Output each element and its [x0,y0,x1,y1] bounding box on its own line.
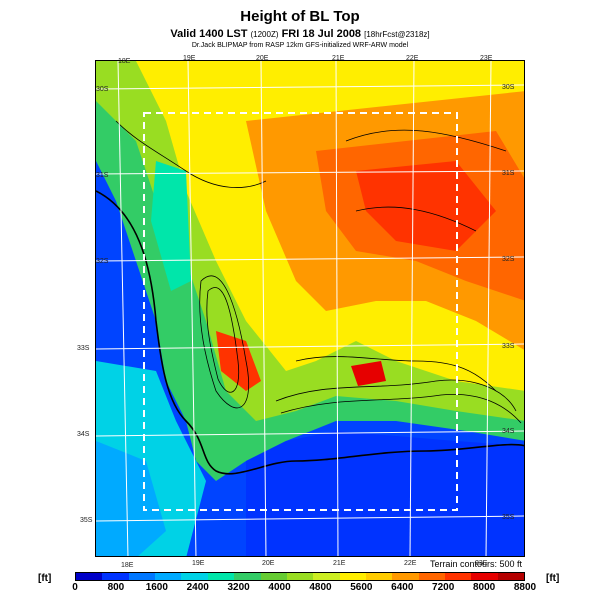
lat-right-label: 31S [502,170,515,177]
colorbar-tick-label: 6400 [391,582,414,593]
lon-top-label: 23E [480,55,493,62]
lat-right-label: 30S [502,84,515,91]
colorbar-swatch [128,573,156,580]
colorbar-swatch [181,573,208,580]
forecast-date: FRI 18 Jul 2008 [281,28,362,40]
ocean-south [246,431,524,556]
colorbar-swatch [471,573,498,580]
ocean-shelf-west-deep [96,441,166,556]
colorbar-swatch [392,573,419,580]
colorbar-swatch [313,573,340,580]
colorbar-labels: 0 800 1600 2400 3200 4000 4800 5600 6400 7200 8000… [72,582,536,596]
colorbar-tick-label: 3200 [227,582,250,593]
lon-top-label: 22E [406,55,419,62]
map-title: Height of BL Top [240,8,360,25]
lon-top-label: 19E [183,55,196,62]
colorbar-swatch [155,573,182,580]
lon-top-label: 18E [118,58,131,65]
colorbar-swatch [339,573,366,580]
lat-left-label: 33S [77,345,90,352]
lon-bottom-label: 22E [404,560,417,567]
utc-time: (1200Z) [250,30,279,39]
terrain-contours [115,120,522,424]
colorbar-tick-label: 800 [107,582,125,593]
colorbar [75,572,525,581]
lat-left-label: 30S [96,86,109,93]
terrain-contour-note: Terrain contours: 500 ft [429,559,522,569]
colorbar-swatch [497,573,525,580]
lat-right-label: 35S [502,514,515,521]
hot-spot-south [351,361,386,386]
colorbar-swatch [418,573,446,580]
hot-spot-west [216,331,261,391]
colorbar-swatch [286,573,314,580]
colorbar-swatch [76,573,103,580]
lat-right-label: 32S [502,256,515,263]
lat-right-label: 33S [502,343,515,350]
unit-label-right: [ft] [546,573,560,584]
lon-top-label: 21E [332,55,345,62]
coastline [96,190,524,475]
lat-left-label: 31S [96,172,109,179]
lon-bottom-label: 23E [475,560,488,567]
colorbar-swatch [260,573,287,580]
coastal-strip [151,161,191,291]
colorbar-tick-label: 8000 [472,582,496,593]
map-subtitle: Valid 1400 LST (1200Z) FRI 18 Jul 2008 [… [0,28,600,40]
unit-label-left: [ft] [38,573,52,584]
colorbar-tick-label: 2400 [186,582,209,593]
colorbar-tick-label: 7200 [432,582,455,593]
colorbar-tick-label: 4800 [309,582,332,593]
lat-left-label: 32S [96,258,109,265]
colorbar-swatch [207,573,235,580]
hot-zone [356,161,496,251]
lon-bottom-label: 21E [333,560,346,567]
colorbar-swatch [102,573,129,580]
colorbar-tick-label: 0 [72,582,78,593]
valid-time: Valid 1400 LST [170,28,248,40]
forecast-run: [18hrFcst@2318z] [364,30,430,39]
domain-boundary-dashed [143,112,458,511]
blipmap-image [95,60,525,557]
colorbar-tick-label: 1600 [145,582,168,593]
colorbar-tick-label: 8800 [513,582,537,593]
colorbar-tick-label: 5600 [350,582,373,593]
map-field-svg [96,61,524,556]
lat-right-label: 34S [502,428,515,435]
lat-left-label: 34S [77,431,90,438]
lon-top-label: 20E [256,55,269,62]
colorbar-tick-label: 4000 [268,582,291,593]
lon-bottom-label: 19E [192,560,205,567]
lat-left-label: 35S [80,517,93,524]
colorbar-swatch [445,573,472,580]
colorbar-swatch [234,573,261,580]
colorbar-swatch [365,573,393,580]
model-credit: Dr.Jack BLIPMAP from RASP 12km GFS-initi… [191,42,409,49]
graticule [96,61,524,556]
lon-bottom-label: 20E [262,560,275,567]
lon-bottom-label: 18E [121,562,134,569]
